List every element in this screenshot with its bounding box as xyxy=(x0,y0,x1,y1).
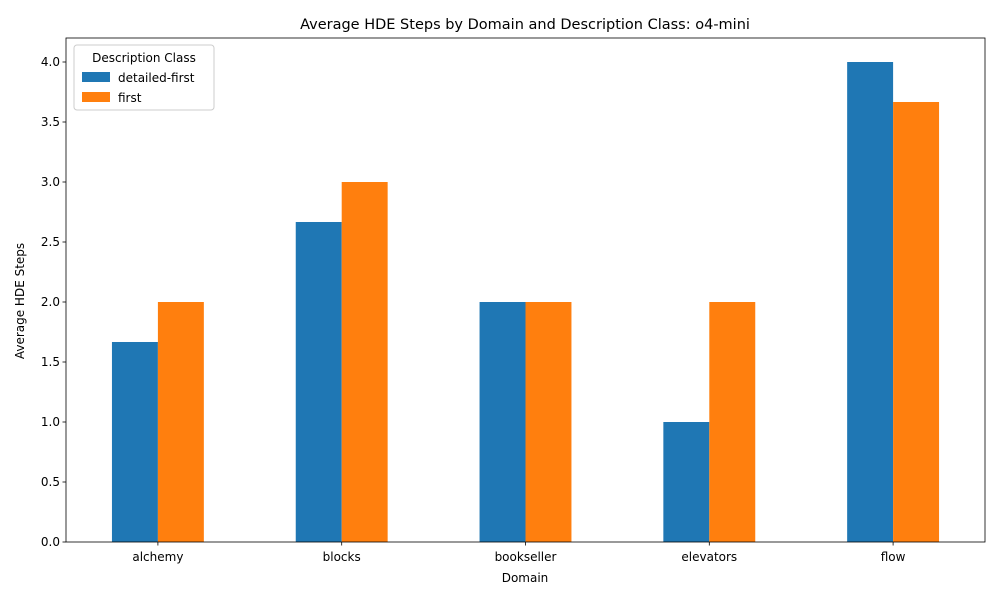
bar-first-blocks xyxy=(341,182,388,542)
y-tick-label: 0.0 xyxy=(41,535,60,549)
y-tick-label: 2.5 xyxy=(41,235,60,249)
x-axis-label: Domain xyxy=(502,571,549,585)
bar-detailed-first-alchemy xyxy=(111,341,158,542)
x-tick-label-elevators: elevators xyxy=(681,550,737,564)
y-tick-label: 3.5 xyxy=(41,115,60,129)
x-tick-label-blocks: blocks xyxy=(323,550,361,564)
bar-first-elevators xyxy=(709,302,756,542)
bar-detailed-first-flow xyxy=(847,62,894,542)
bar-first-flow xyxy=(893,101,940,542)
y-tick-label: 1.0 xyxy=(41,415,60,429)
legend-label-first: first xyxy=(118,91,142,105)
legend-swatch-first xyxy=(82,92,110,102)
axes-layer: 0.0 0.5 1.0 1.5 2.0 2.5 3.0 3.5 4.0 alchemy blocks… xyxy=(41,37,986,564)
bars-layer xyxy=(111,62,940,542)
y-tick-label: 2.0 xyxy=(41,295,60,309)
y-axis-label: Average HDE Steps xyxy=(13,243,27,359)
y-tick-label: 3.0 xyxy=(41,175,60,189)
chart-title: Average HDE Steps by Domain and Descript… xyxy=(300,17,750,33)
bar-first-alchemy xyxy=(157,302,204,542)
legend-title: Description Class xyxy=(92,51,196,65)
y-tick-label: 4.0 xyxy=(41,55,60,69)
y-tick-label: 0.5 xyxy=(41,475,60,489)
bar-detailed-first-elevators xyxy=(663,422,710,542)
bar-detailed-first-blocks xyxy=(295,221,342,542)
x-tick-label-flow: flow xyxy=(881,550,906,564)
x-tick-label-bookseller: bookseller xyxy=(495,550,557,564)
bar-first-bookseller xyxy=(525,302,572,542)
x-tick-label-alchemy: alchemy xyxy=(132,550,183,564)
legend: Description Class detailed-first first xyxy=(73,44,215,111)
legend-label-detailed-first: detailed-first xyxy=(118,71,195,85)
bar-detailed-first-bookseller xyxy=(479,302,526,542)
legend-swatch-detailed-first xyxy=(82,72,110,82)
y-tick-label: 1.5 xyxy=(41,355,60,369)
plot-frame xyxy=(65,37,986,543)
